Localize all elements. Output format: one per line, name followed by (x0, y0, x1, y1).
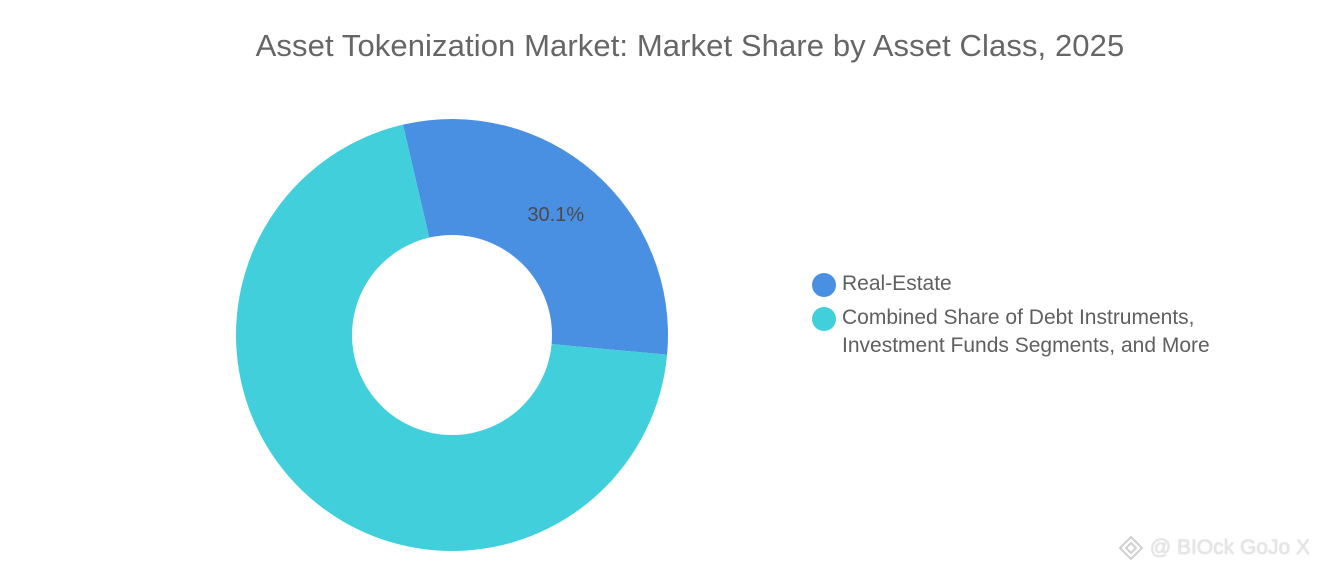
legend-swatch-real-estate (812, 273, 836, 297)
donut-data-labels: 30.1% (527, 204, 584, 226)
donut-hole (352, 235, 552, 435)
data-label-real-estate: 30.1% (527, 204, 584, 226)
legend-item-real-estate[interactable]: Real-Estate (812, 270, 1272, 298)
diamond-logo-icon (1118, 535, 1144, 561)
legend: Real-Estate Combined Share of Debt Instr… (812, 270, 1272, 366)
legend-label-combined-share: Combined Share of Debt Instruments, Inve… (842, 306, 1210, 357)
chart-title: Asset Tokenization Market: Market Share … (255, 28, 1125, 63)
watermark: @ BIOck GoJo X (1118, 535, 1310, 561)
legend-label-real-estate: Real-Estate (842, 272, 952, 295)
legend-item-combined-share[interactable]: Combined Share of Debt Instruments, Inve… (812, 304, 1272, 360)
legend-swatch-combined-share (812, 307, 836, 331)
watermark-text: @ BIOck GoJo X (1149, 536, 1310, 559)
